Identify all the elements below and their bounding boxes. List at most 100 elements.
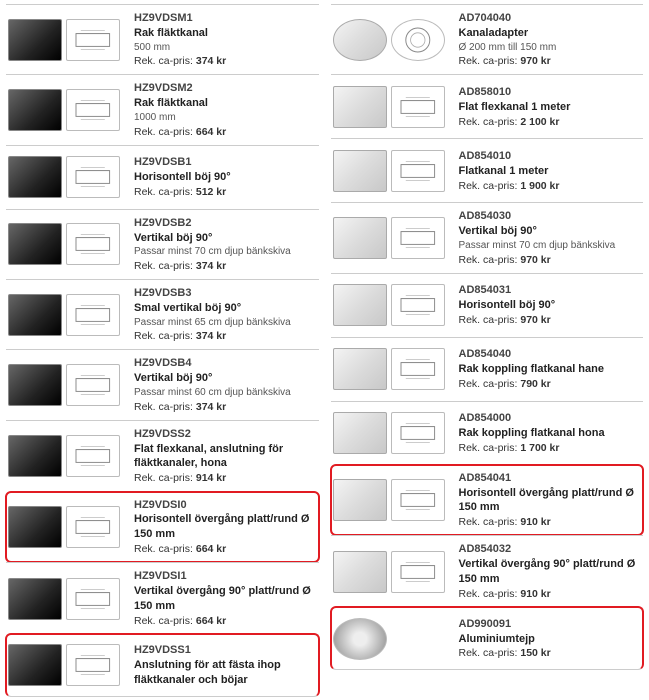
product-sku: HZ9VDSB4 — [134, 356, 317, 371]
product-row: AD854041 Horisontell övergång platt/rund… — [330, 464, 645, 537]
product-info: HZ9VDSI1 Vertikal övergång 90° platt/run… — [128, 569, 317, 628]
product-row: HZ9VDSB2 Vertikal böj 90° Passar minst 7… — [6, 209, 319, 279]
product-info: HZ9VDSB2 Vertikal böj 90° Passar minst 7… — [128, 216, 317, 273]
product-sku: AD704040 — [459, 11, 642, 26]
product-thumb — [8, 506, 62, 548]
left-column: HZ9VDSM1 Rak fläktkanal 500 mm Rek. ca-p… — [6, 4, 319, 696]
product-sku: AD854030 — [459, 209, 642, 224]
product-title: Aluminiumtejp — [459, 632, 642, 647]
product-sku: AD854031 — [459, 283, 642, 298]
product-row: HZ9VDSB4 Vertikal böj 90° Passar minst 6… — [6, 349, 319, 419]
product-info: AD854041 Horisontell övergång platt/rund… — [453, 471, 642, 530]
product-thumb — [333, 618, 387, 660]
product-row: HZ9VDSM2 Rak fläktkanal 1000 mm Rek. ca-… — [6, 74, 319, 144]
product-title: Horisontell böj 90° — [459, 298, 642, 313]
product-thumb — [8, 89, 62, 131]
product-price: Rek. ca-pris: 910 kr — [459, 515, 642, 529]
product-title: Flat flexkanal 1 meter — [459, 100, 642, 115]
product-thumb — [333, 150, 387, 192]
product-thumbs — [8, 435, 128, 477]
product-columns: HZ9VDSM1 Rak fläktkanal 500 mm Rek. ca-p… — [6, 4, 643, 696]
product-price: Rek. ca-pris: 664 kr — [134, 542, 317, 556]
product-row: HZ9VDSS1 Anslutning för att fästa ihop f… — [5, 633, 320, 697]
product-price: Rek. ca-pris: 970 kr — [459, 253, 642, 267]
product-title: Rak koppling flatkanal hane — [459, 362, 642, 377]
product-thumb — [8, 223, 62, 265]
product-thumbs — [8, 223, 128, 265]
product-thumbs — [8, 644, 128, 686]
product-thumb — [66, 89, 120, 131]
product-title: Horisontell övergång platt/rund Ø 150 mm — [134, 512, 317, 542]
product-thumb — [8, 156, 62, 198]
product-note: Ø 200 mm till 150 mm — [459, 41, 642, 55]
product-sku: HZ9VDSB1 — [134, 155, 317, 170]
product-info: HZ9VDSI0 Horisontell övergång platt/rund… — [128, 498, 317, 557]
product-row: AD854030 Vertikal böj 90° Passar minst 7… — [331, 202, 644, 272]
product-price: Rek. ca-pris: 970 kr — [459, 54, 642, 68]
product-row: HZ9VDSI0 Horisontell övergång platt/rund… — [5, 491, 320, 564]
product-title: Vertikal övergång 90° platt/rund Ø 150 m… — [134, 584, 317, 614]
product-thumb — [66, 19, 120, 61]
product-thumb — [333, 86, 387, 128]
product-sku: HZ9VDSM1 — [134, 11, 317, 26]
product-info: HZ9VDSM2 Rak fläktkanal 1000 mm Rek. ca-… — [128, 81, 317, 138]
product-thumb — [66, 644, 120, 686]
product-info: HZ9VDSS1 Anslutning för att fästa ihop f… — [128, 643, 317, 688]
product-sku: HZ9VDSI0 — [134, 498, 317, 513]
product-thumbs — [8, 156, 128, 198]
product-thumb — [8, 435, 62, 477]
product-title: Flat flexkanal, anslutning för fläktkana… — [134, 442, 317, 472]
product-note: Passar minst 65 cm djup bänkskiva — [134, 316, 317, 330]
product-thumbs — [8, 506, 128, 548]
product-price: Rek. ca-pris: 1 900 kr — [459, 179, 642, 193]
product-row: HZ9VDSM1 Rak fläktkanal 500 mm Rek. ca-p… — [6, 4, 319, 74]
product-row: AD858010 Flat flexkanal 1 meter Rek. ca-… — [331, 74, 644, 138]
product-price: Rek. ca-pris: 1 700 kr — [459, 441, 642, 455]
product-note: Passar minst 70 cm djup bänkskiva — [459, 239, 642, 253]
product-sku: AD854040 — [459, 347, 642, 362]
product-price: Rek. ca-pris: 914 kr — [134, 471, 317, 485]
product-sku: AD854032 — [459, 542, 642, 557]
product-thumb — [66, 506, 120, 548]
product-thumbs — [8, 89, 128, 131]
product-thumb — [8, 644, 62, 686]
product-info: AD990091 Aluminiumtejp Rek. ca-pris: 150… — [453, 617, 642, 661]
product-thumb — [8, 364, 62, 406]
product-thumbs — [8, 19, 128, 61]
product-thumbs — [333, 618, 453, 660]
product-row: HZ9VDSI1 Vertikal övergång 90° platt/run… — [6, 562, 319, 634]
product-title: Vertikal böj 90° — [134, 231, 317, 246]
product-title: Vertikal böj 90° — [459, 224, 642, 239]
product-row: AD854031 Horisontell böj 90° Rek. ca-pri… — [331, 273, 644, 337]
product-price: Rek. ca-pris: 2 100 kr — [459, 115, 642, 129]
product-row: AD854010 Flatkanal 1 meter Rek. ca-pris:… — [331, 138, 644, 202]
product-row: AD990091 Aluminiumtejp Rek. ca-pris: 150… — [330, 606, 645, 670]
product-info: HZ9VDSS2 Flat flexkanal, anslutning för … — [128, 427, 317, 486]
product-title: Smal vertikal böj 90° — [134, 301, 317, 316]
product-thumb — [66, 435, 120, 477]
product-sku: AD990091 — [459, 617, 642, 632]
product-info: AD854040 Rak koppling flatkanal hane Rek… — [453, 347, 642, 391]
product-thumb — [333, 19, 387, 61]
product-info: HZ9VDSB3 Smal vertikal böj 90° Passar mi… — [128, 286, 317, 343]
product-thumbs — [333, 412, 453, 454]
product-title: Horisontell böj 90° — [134, 170, 317, 185]
product-info: HZ9VDSB1 Horisontell böj 90° Rek. ca-pri… — [128, 155, 317, 199]
product-sku: AD854041 — [459, 471, 642, 486]
product-thumb — [333, 348, 387, 390]
product-price: Rek. ca-pris: 512 kr — [134, 185, 317, 199]
product-title: Horisontell övergång platt/rund Ø 150 mm — [459, 486, 642, 516]
product-info: AD854010 Flatkanal 1 meter Rek. ca-pris:… — [453, 149, 642, 193]
product-title: Vertikal övergång 90° platt/rund Ø 150 m… — [459, 557, 642, 587]
product-thumb — [66, 364, 120, 406]
product-thumbs — [333, 19, 453, 61]
product-sku: AD858010 — [459, 85, 642, 100]
product-info: AD854031 Horisontell böj 90° Rek. ca-pri… — [453, 283, 642, 327]
product-note: 1000 mm — [134, 111, 317, 125]
product-sku: AD854000 — [459, 411, 642, 426]
product-thumb — [66, 156, 120, 198]
product-price: Rek. ca-pris: 664 kr — [134, 614, 317, 628]
product-thumbs — [8, 294, 128, 336]
product-thumbs — [333, 86, 453, 128]
product-info: AD854032 Vertikal övergång 90° platt/run… — [453, 542, 642, 601]
